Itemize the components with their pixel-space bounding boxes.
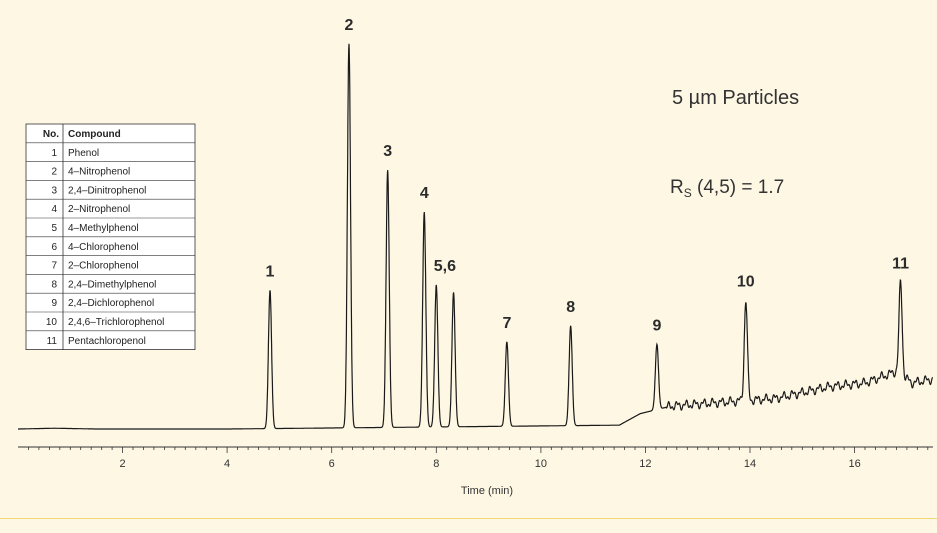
chromatogram-trace (18, 43, 934, 430)
x-axis-label: Time (min) (461, 485, 513, 497)
peak-label-10: 10 (737, 274, 755, 291)
legend-row-compound: 2,4–Dichlorophenol (68, 298, 154, 309)
x-tick-label-4: 4 (224, 458, 230, 470)
legend-row-compound: 2,4–Dinitrophenol (68, 185, 146, 196)
x-tick-label-12: 12 (639, 458, 651, 470)
legend-row-compound: 2,4–Dimethylphenol (68, 279, 156, 290)
peak-label-3: 3 (383, 143, 392, 160)
legend-row-compound: 4–Methylphenol (68, 223, 139, 234)
compound-legend-table: No. Compound 1 Phenol 2 4–Nitrophenol 3 2,4–Din… (25, 123, 196, 351)
legend-row-number: 9 (51, 298, 57, 309)
legend-row-number: 10 (46, 317, 58, 328)
particles-annotation: 5 µm Particles (672, 87, 799, 109)
peak-labels: 1 2 3 4 5,6 7 8 9 10 11 (266, 17, 910, 334)
legend-row-compound: 4–Nitrophenol (68, 167, 130, 178)
legend-row-number: 8 (51, 279, 57, 290)
peak-label-9: 9 (652, 317, 661, 334)
chromatogram-trace-group (18, 43, 934, 430)
legend-row-compound: 2,4,6–Trichlorophenol (68, 317, 164, 328)
peak-label-2: 2 (345, 17, 354, 34)
x-tick-label-2: 2 (120, 458, 126, 470)
x-tick-label-16: 16 (848, 458, 860, 470)
x-tick-label-14: 14 (744, 458, 756, 470)
peak-label-1: 1 (266, 263, 275, 280)
x-tick-label-10: 10 (535, 458, 547, 470)
peak-label-4: 4 (420, 185, 429, 202)
resolution-prefix: R (670, 177, 684, 198)
x-tick-label-8: 8 (433, 458, 439, 470)
legend-header-no: No. (43, 129, 59, 140)
legend-row-number: 4 (51, 204, 57, 215)
legend-row-number: 3 (51, 185, 57, 196)
legend-row-compound: 2–Nitrophenol (68, 204, 130, 215)
legend-row-number: 7 (51, 261, 57, 272)
legend-row-compound: 4–Chlorophenol (68, 242, 139, 253)
chromatogram-chart: No. Compound 1 Phenol 2 4–Nitrophenol 3 2,4–Din… (18, 17, 934, 497)
peak-label-11: 11 (892, 255, 909, 272)
x-axis: 2 4 6 8 10 12 14 16 (18, 446, 933, 470)
resolution-rest: (4,5) = 1.7 (692, 177, 784, 198)
legend-row-number: 5 (51, 223, 57, 234)
resolution-subscript: S (684, 186, 692, 200)
legend-row-compound: 2–Chlorophenol (68, 261, 139, 272)
resolution-annotation: RS (4,5) = 1.7 (670, 177, 784, 200)
legend-row-number: 6 (51, 242, 57, 253)
legend-row-compound: Phenol (68, 148, 99, 159)
peak-label-8: 8 (566, 299, 575, 316)
peak-label-7: 7 (502, 315, 511, 332)
x-tick-label-6: 6 (329, 458, 335, 470)
peak-label-5-6: 5,6 (434, 258, 456, 275)
legend-row-number: 11 (47, 336, 58, 347)
bottom-divider (0, 518, 937, 519)
legend-header-compound: Compound (68, 129, 121, 140)
legend-row-number: 1 (51, 148, 57, 159)
legend-row-number: 2 (51, 167, 57, 178)
legend-row-compound: Pentachloropenol (68, 336, 146, 347)
